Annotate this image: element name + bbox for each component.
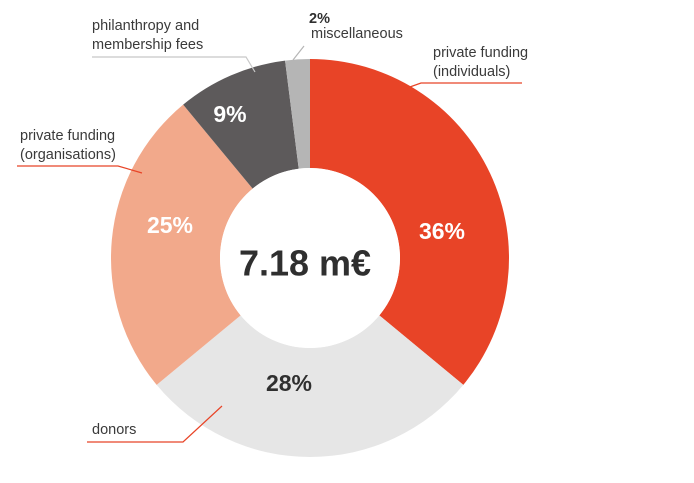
total-amount-label: 7.18 m€: [239, 243, 371, 284]
slice-donors: [156, 315, 464, 457]
slice-philanthropy-and-membership-fees: [183, 60, 299, 189]
category-label-philanthropy-and-membership-fees: philanthropy and membership fees: [92, 18, 203, 53]
pct-label-miscellaneous: 2%: [309, 11, 330, 27]
slice-miscellaneous: [285, 59, 310, 169]
donut-hole: [220, 168, 400, 348]
pct-label-private-funding-organisations: 25%: [147, 212, 193, 238]
category-label-private-funding-individuals: private funding (individuals): [433, 45, 528, 80]
slice-private-funding-individuals: [310, 59, 509, 385]
category-label-donors: donors: [92, 422, 136, 438]
leader-line-private-funding-individuals: [406, 82, 522, 89]
pct-label-philanthropy-and-membership-fees: 9%: [213, 101, 246, 127]
pct-label-private-funding-individuals: 36%: [419, 218, 465, 244]
pct-label-donors: 28%: [266, 370, 312, 396]
leader-lines-group: [17, 45, 522, 443]
labels-group: 36% private funding (individuals) 28% donors…: [20, 11, 528, 438]
leader-line-private-funding-organisations: [17, 165, 143, 174]
leader-line-donors: [87, 405, 223, 443]
leader-line-miscellaneous: [292, 45, 305, 61]
slice-private-funding-organisations: [110, 104, 253, 385]
category-label-private-funding-organisations: private funding (organisations): [20, 128, 116, 163]
leader-line-philanthropy-and-membership-fees: [92, 56, 256, 73]
category-label-miscellaneous: miscellaneous: [311, 26, 403, 42]
slices-group: [110, 59, 509, 457]
